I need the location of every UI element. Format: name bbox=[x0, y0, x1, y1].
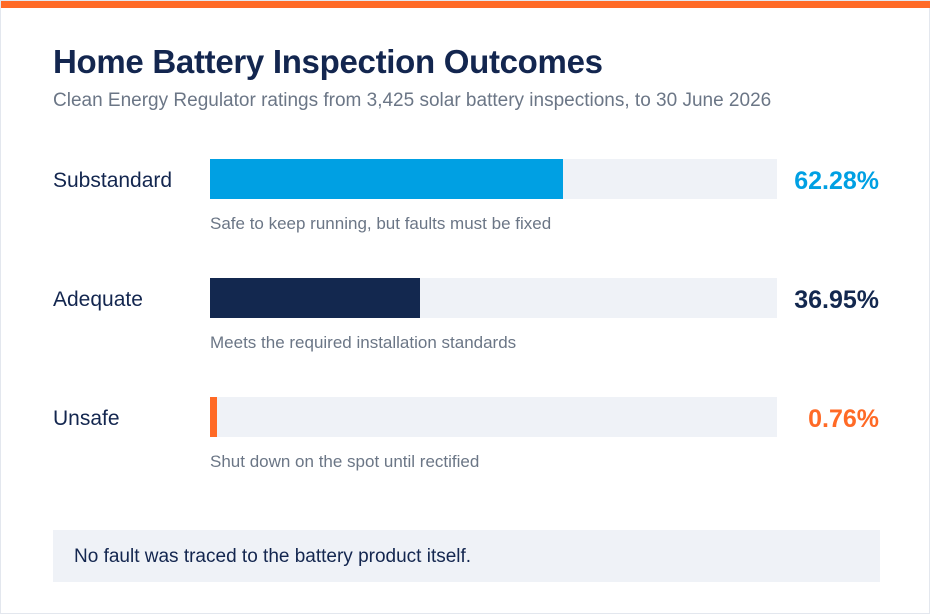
bar-row-unsafe: Unsafe 0.76% Shut down on the spot until… bbox=[1, 397, 930, 487]
bar-track bbox=[210, 397, 777, 437]
footnote-box: No fault was traced to the battery produ… bbox=[53, 530, 880, 582]
chart-title: Home Battery Inspection Outcomes bbox=[53, 43, 603, 80]
category-label: Substandard bbox=[53, 169, 173, 192]
category-description: Meets the required installation standard… bbox=[210, 333, 517, 352]
bar-track bbox=[210, 278, 777, 318]
bar-unsafe bbox=[210, 397, 217, 437]
bar-row-adequate: Adequate 36.95% Meets the required insta… bbox=[1, 278, 930, 368]
category-label: Adequate bbox=[53, 288, 143, 311]
bar-adequate bbox=[210, 278, 420, 318]
footnote-text: No fault was traced to the battery produ… bbox=[74, 546, 472, 567]
chart-subtitle: Clean Energy Regulator ratings from 3,42… bbox=[53, 90, 772, 111]
value-label: 0.76% bbox=[808, 405, 879, 433]
bar-row-substandard: Substandard 62.28% Safe to keep running,… bbox=[1, 159, 930, 249]
value-label: 36.95% bbox=[794, 286, 879, 314]
value-label: 62.28% bbox=[794, 167, 879, 195]
bar-track bbox=[210, 159, 777, 199]
bar-substandard bbox=[210, 159, 564, 199]
accent-top-bar bbox=[1, 1, 930, 8]
category-description: Shut down on the spot until rectified bbox=[210, 452, 480, 471]
category-label: Unsafe bbox=[53, 407, 120, 430]
category-description: Safe to keep running, but faults must be… bbox=[210, 214, 552, 233]
